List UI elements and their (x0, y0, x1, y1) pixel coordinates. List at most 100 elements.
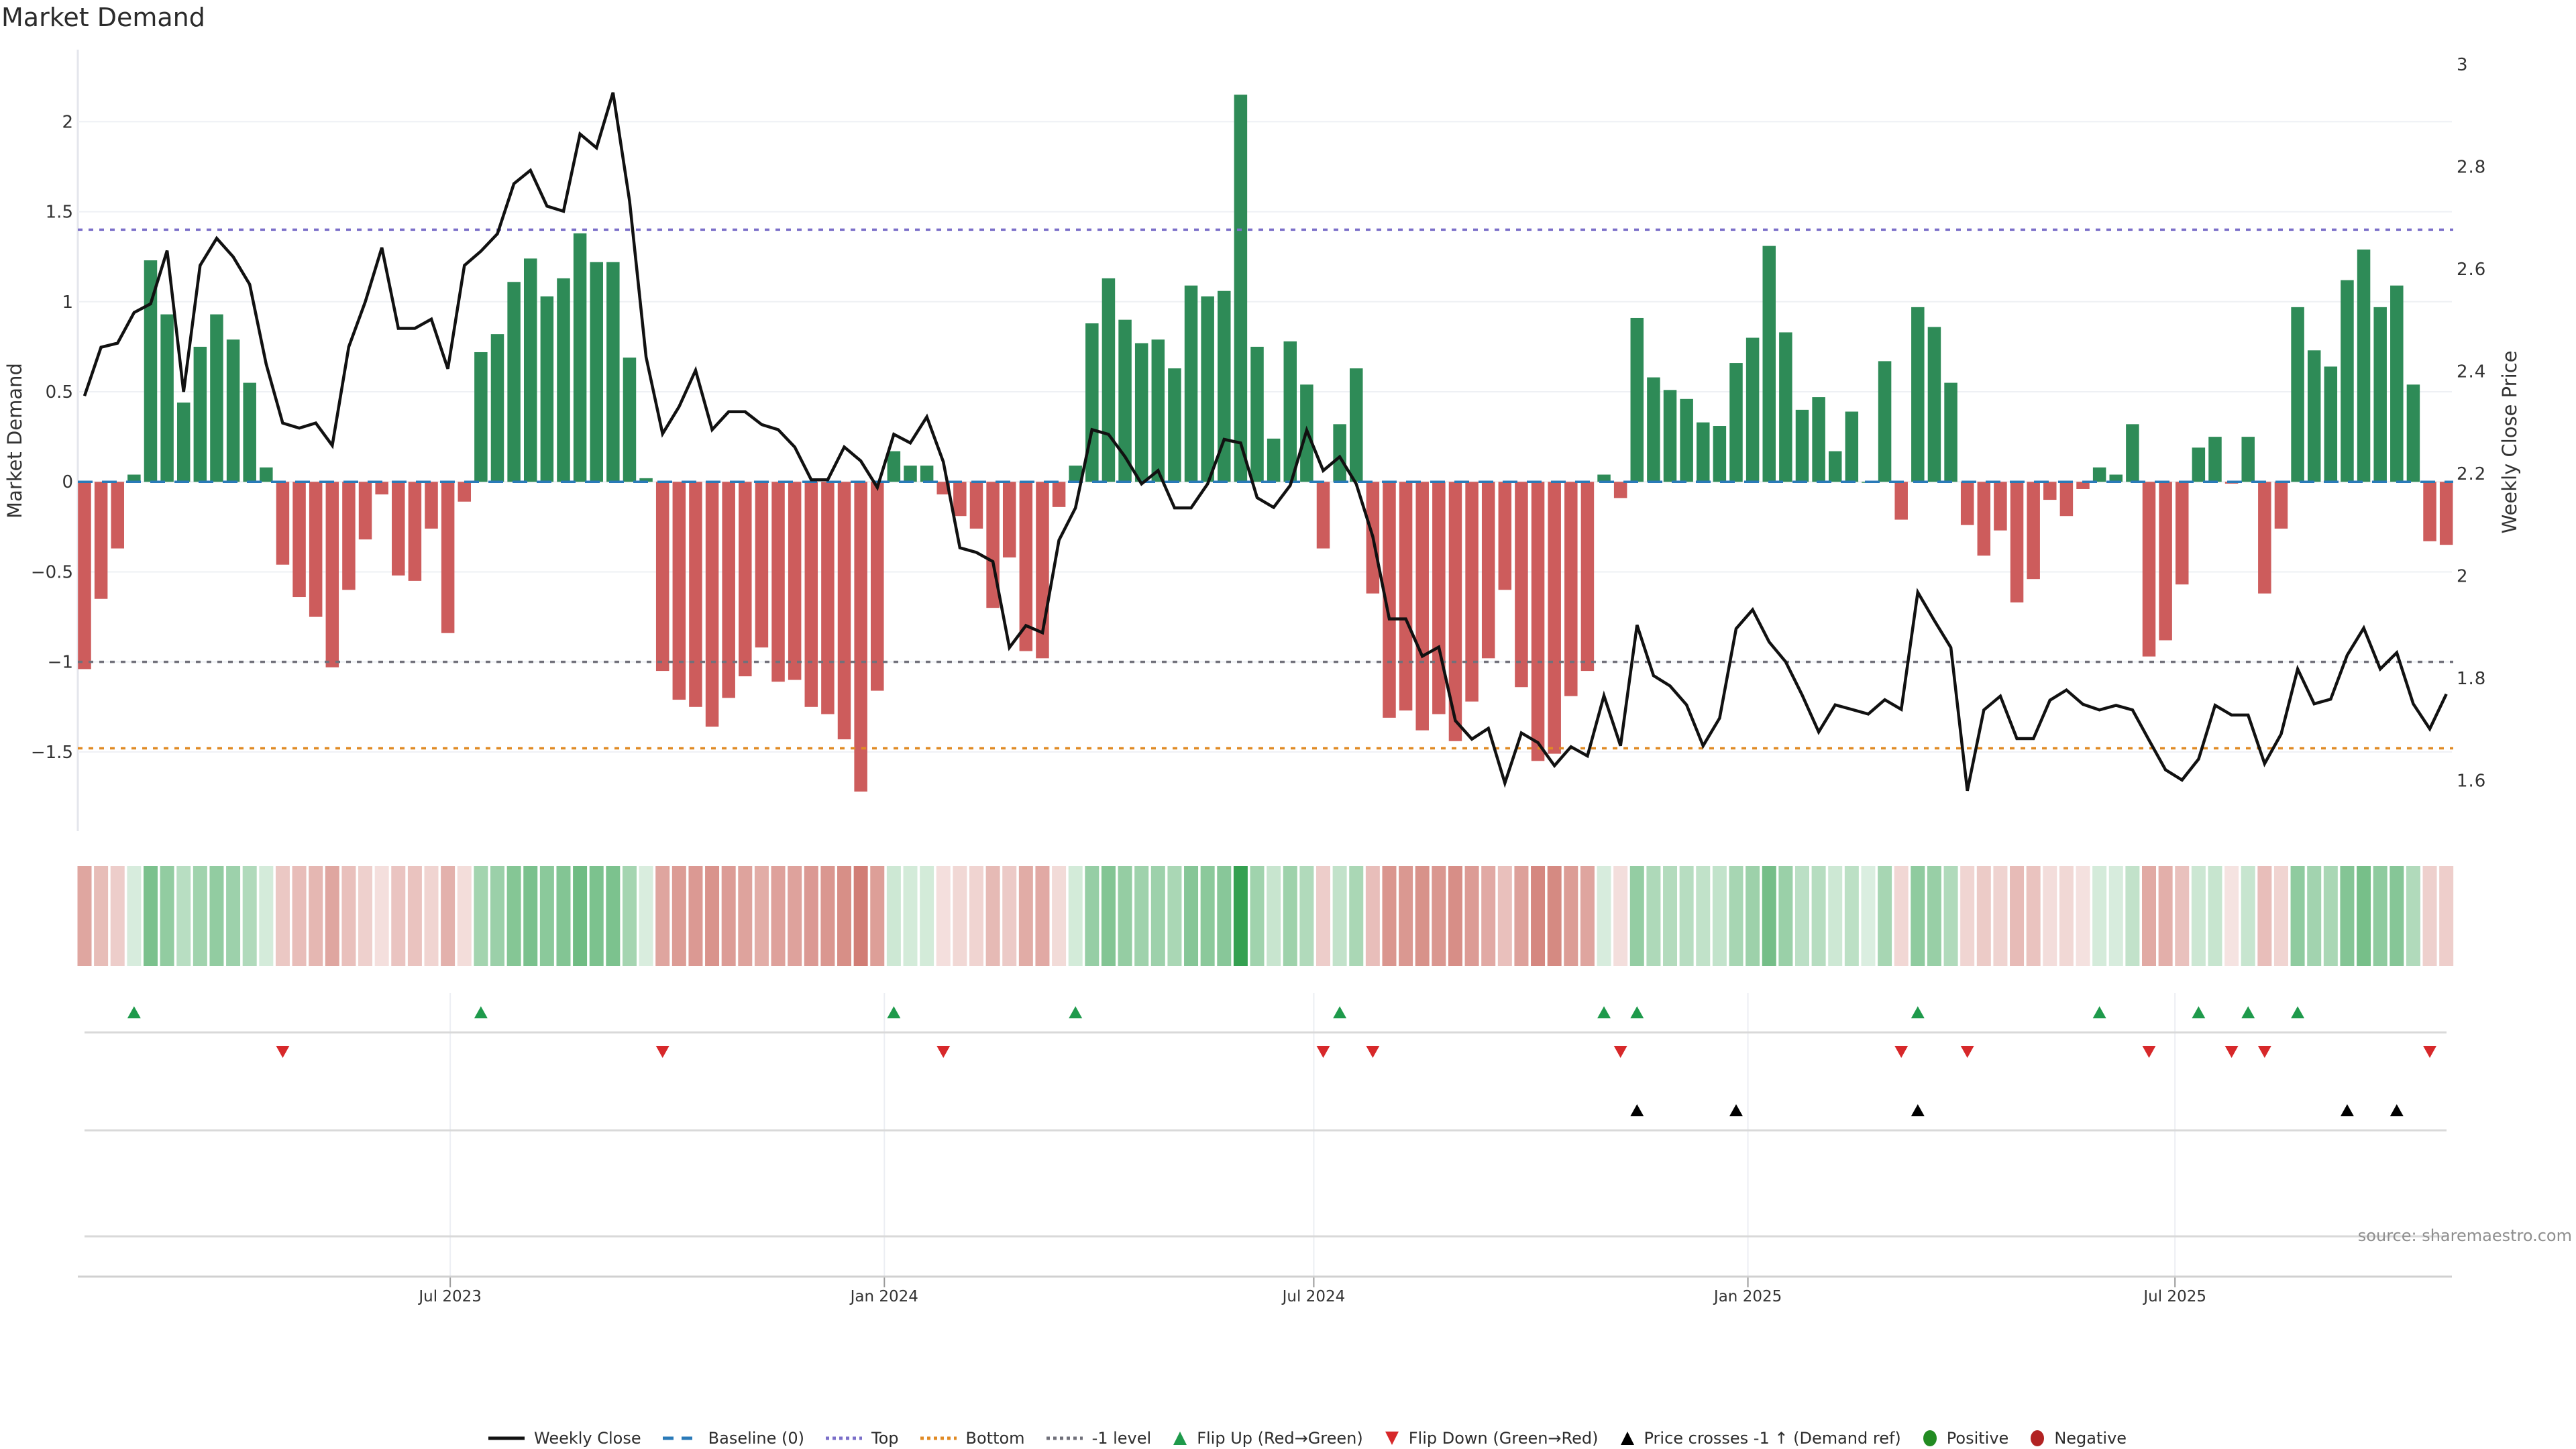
demand-bar-negative (1960, 482, 1974, 525)
heatmap-cell (1018, 866, 1033, 966)
demand-bar-negative (1613, 482, 1627, 498)
demand-bar-positive (1630, 317, 1644, 482)
demand-bar-negative (2142, 482, 2156, 657)
heatmap-cell (688, 866, 703, 966)
flip-up-marker (2192, 1006, 2206, 1018)
heatmap-cell (1184, 866, 1199, 966)
demand-bar-negative (325, 482, 339, 667)
demand-bar-positive (1697, 422, 1710, 482)
heatmap-cell (1811, 866, 1826, 966)
demand-bar-positive (210, 314, 223, 482)
heatmap-cell (1646, 866, 1661, 966)
heatmap-cell (655, 866, 670, 966)
demand-bar-positive (1250, 346, 1264, 482)
demand-bar-positive (1283, 341, 1297, 482)
demand-bar-negative (837, 482, 851, 740)
heatmap-cell (754, 866, 769, 966)
y-tick-label: −0.5 (31, 562, 73, 582)
demand-bar-negative (1515, 482, 1528, 688)
demand-bar-positive (160, 314, 174, 482)
demand-bar-positive (144, 260, 158, 482)
demand-bar-positive (904, 466, 917, 482)
heatmap-cell (1349, 866, 1364, 966)
legend-item[interactable]: Baseline (0) (661, 1429, 804, 1448)
demand-bar-negative (1399, 482, 1413, 711)
demand-bar-negative (1448, 482, 1462, 741)
heatmap-cell (1778, 866, 1793, 966)
demand-bar-positive (2126, 424, 2139, 482)
demand-bar-positive (1746, 337, 1760, 482)
heatmap-cell (1943, 866, 1958, 966)
demand-bar-positive (1729, 363, 1743, 482)
heatmap-cell (506, 866, 521, 966)
demand-bar-negative (94, 482, 108, 599)
price-cross-marker (1729, 1104, 1743, 1116)
legend-item[interactable]: -1 level (1045, 1429, 1151, 1448)
legend-item[interactable]: Bottom (919, 1429, 1025, 1448)
flip-up-marker (474, 1006, 488, 1018)
legend-symbol-dot-icon (920, 1436, 957, 1440)
heatmap-cell (721, 866, 736, 966)
heatmap-cell (1464, 866, 1479, 966)
heatmap-cell (424, 866, 439, 966)
heatmap-cell (606, 866, 621, 966)
heatmap-cell (1679, 866, 1694, 966)
demand-bar-negative (1432, 482, 1446, 714)
heatmap-cell (1250, 866, 1265, 966)
heatmap-cell (1035, 866, 1050, 966)
legend-item[interactable]: Flip Down (Green→Red) (1383, 1429, 1599, 1448)
demand-bar-positive (590, 262, 603, 482)
demand-bar-negative (1415, 482, 1429, 731)
heatmap-cell (2191, 866, 2206, 966)
heatmap-cell (1167, 866, 1182, 966)
heatmap-cell (2257, 866, 2272, 966)
demand-bar-positive (1069, 466, 1082, 482)
flip-down-marker (1613, 1046, 1627, 1058)
heatmap-cell (1878, 866, 1892, 966)
demand-bar-negative (788, 482, 802, 680)
heatmap-cell (441, 866, 455, 966)
demand-bar-negative (2010, 482, 2024, 603)
demand-bar-positive (2241, 437, 2255, 482)
demand-bar-negative (2059, 482, 2074, 517)
demand-bar-positive (1927, 327, 1941, 482)
demand-bar-positive (2406, 384, 2420, 482)
flip-down-marker (1960, 1046, 1974, 1058)
heatmap-cell (2092, 866, 2107, 966)
heatmap-cell (1481, 866, 1496, 966)
flip-down-marker (1366, 1046, 1380, 1058)
legend-item[interactable]: Flip Up (Red→Green) (1171, 1429, 1363, 1448)
demand-bars (78, 95, 2453, 792)
demand-bar-positive (1911, 307, 1925, 482)
flip-down-marker (1894, 1046, 1909, 1058)
legend-item[interactable]: Top (824, 1429, 899, 1448)
flip-up-marker (1069, 1006, 1083, 1018)
heatmap-cell (853, 866, 868, 966)
heatmap-cell (788, 866, 802, 966)
legend-item[interactable]: Price crosses -1 ↑ (Demand ref) (1619, 1429, 1901, 1448)
demand-bar-positive (2192, 447, 2206, 482)
flip-down-marker (2257, 1046, 2271, 1058)
demand-bar-positive (540, 296, 554, 482)
demand-bar-negative (1481, 482, 1495, 659)
heatmap-cell (1746, 866, 1760, 966)
legend-item[interactable]: Positive (1921, 1429, 2008, 1448)
demand-bar-positive (1118, 319, 1132, 482)
legend-label: Price crosses -1 ↑ (Demand ref) (1644, 1429, 1901, 1448)
legend-label: Bottom (965, 1429, 1025, 1448)
demand-bar-negative (2076, 482, 2090, 489)
heatmap-cell (1134, 866, 1149, 966)
heatmap-cell (1299, 866, 1314, 966)
y2-tick-label: 3 (2457, 55, 2469, 75)
demand-bar-negative (425, 482, 438, 529)
y-axis-title-left: Market Demand (3, 363, 26, 519)
y-axis-title-right: Weekly Close Price (2498, 351, 2521, 534)
demand-bar-positive (2092, 467, 2106, 482)
heatmap-cell (77, 866, 92, 966)
heatmap-cell (1316, 866, 1330, 966)
legend-item[interactable]: Weekly Close (487, 1429, 641, 1448)
demand-bar-negative (755, 482, 769, 648)
legend-item[interactable]: Negative (2029, 1429, 2127, 1448)
heatmap-cell (309, 866, 323, 966)
demand-bar-negative (722, 482, 735, 698)
